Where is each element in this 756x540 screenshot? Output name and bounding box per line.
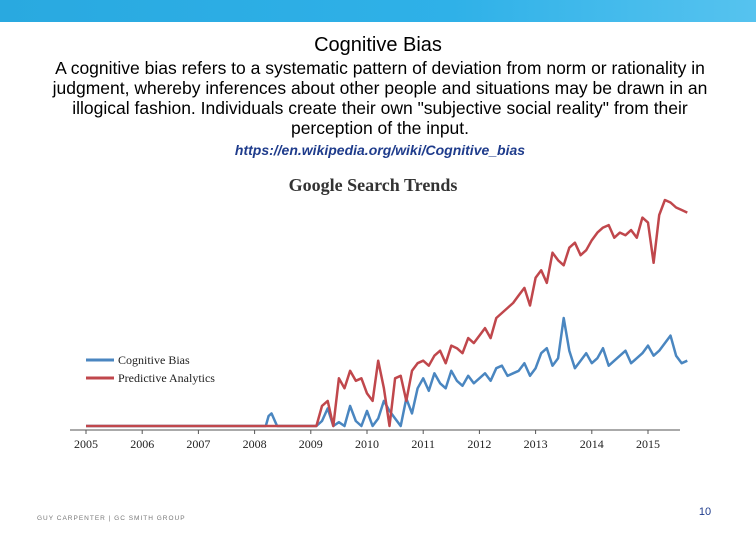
x-tick-label: 2010 [355, 437, 379, 451]
x-tick-label: 2015 [636, 437, 660, 451]
x-tick-label: 2007 [186, 437, 210, 451]
header-band [0, 0, 756, 22]
slide-title: Cognitive Bias [314, 34, 442, 56]
wikipedia-link[interactable]: https://en.wikipedia.org/wiki/Cognitive_… [234, 142, 526, 158]
legend-label-cognitive-bias: Cognitive Bias [118, 353, 190, 367]
chart-title: Google Search Trends [288, 175, 458, 195]
x-tick-label: 2011 [411, 437, 435, 451]
series-line-predictive-analytics [86, 198, 688, 428]
x-tick-label: 2012 [467, 437, 491, 451]
x-tick-label: 2009 [299, 437, 323, 451]
x-tick-label: 2014 [580, 437, 604, 451]
x-tick-label: 2006 [130, 437, 154, 451]
cognitive-bias-definition: A cognitive bias refers to a systematic … [52, 58, 708, 138]
x-tick-label: 2013 [524, 437, 548, 451]
footer-brand: GUY CARPENTER | GC SMITH GROUP [37, 515, 186, 522]
x-tick-label: 2005 [74, 437, 98, 451]
legend-label-predictive-analytics: Predictive Analytics [118, 371, 215, 385]
page-number: 10 [698, 506, 712, 518]
x-tick-label: 2008 [243, 437, 267, 451]
